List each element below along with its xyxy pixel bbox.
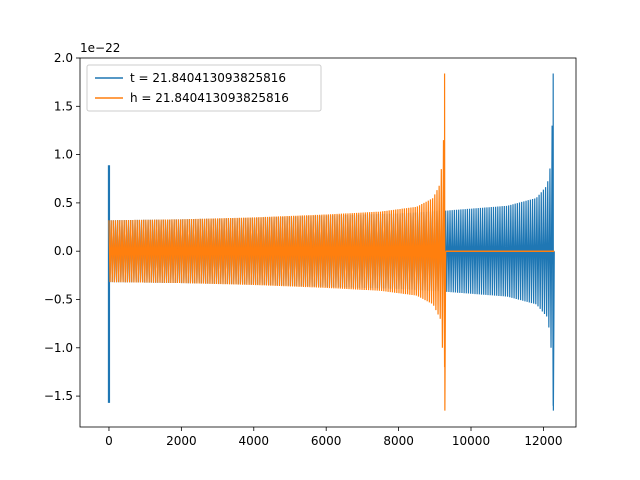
- legend-label-h: h = 21.840413093825816: [130, 91, 289, 105]
- x-axis-ticks: 0 2000 4000 6000 8000 10000 12000: [105, 427, 563, 448]
- y-tick-label: 1.0: [54, 148, 73, 162]
- y-axis-ticks: −1.5 −1.0 −0.5 0.0 0.5 1.0 1.5 2.0: [44, 51, 80, 403]
- x-tick-label: 4000: [239, 434, 270, 448]
- x-tick-label: 10000: [452, 434, 490, 448]
- legend: t = 21.840413093825816 h = 21.8404130938…: [86, 64, 322, 112]
- x-tick-label: 0: [105, 434, 113, 448]
- x-tick-label: 6000: [311, 434, 342, 448]
- series-layer: [107, 73, 555, 411]
- y-tick-label: 2.0: [54, 51, 73, 65]
- y-offset-label: 1e−22: [80, 41, 120, 55]
- x-tick-label: 2000: [166, 434, 197, 448]
- y-tick-label: 0.5: [54, 196, 73, 210]
- legend-box: [86, 64, 322, 112]
- y-tick-label: −1.5: [44, 389, 73, 403]
- y-tick-label: 0.0: [54, 244, 73, 258]
- series-line-h: [108, 73, 447, 411]
- axes-frame: [79, 57, 577, 428]
- x-tick-label: 8000: [383, 434, 414, 448]
- y-tick-label: −0.5: [44, 292, 73, 306]
- y-tick-label: 1.5: [54, 99, 73, 113]
- legend-label-t: t = 21.840413093825816: [130, 71, 286, 85]
- y-tick-label: −1.0: [44, 341, 73, 355]
- x-tick-label: 12000: [524, 434, 562, 448]
